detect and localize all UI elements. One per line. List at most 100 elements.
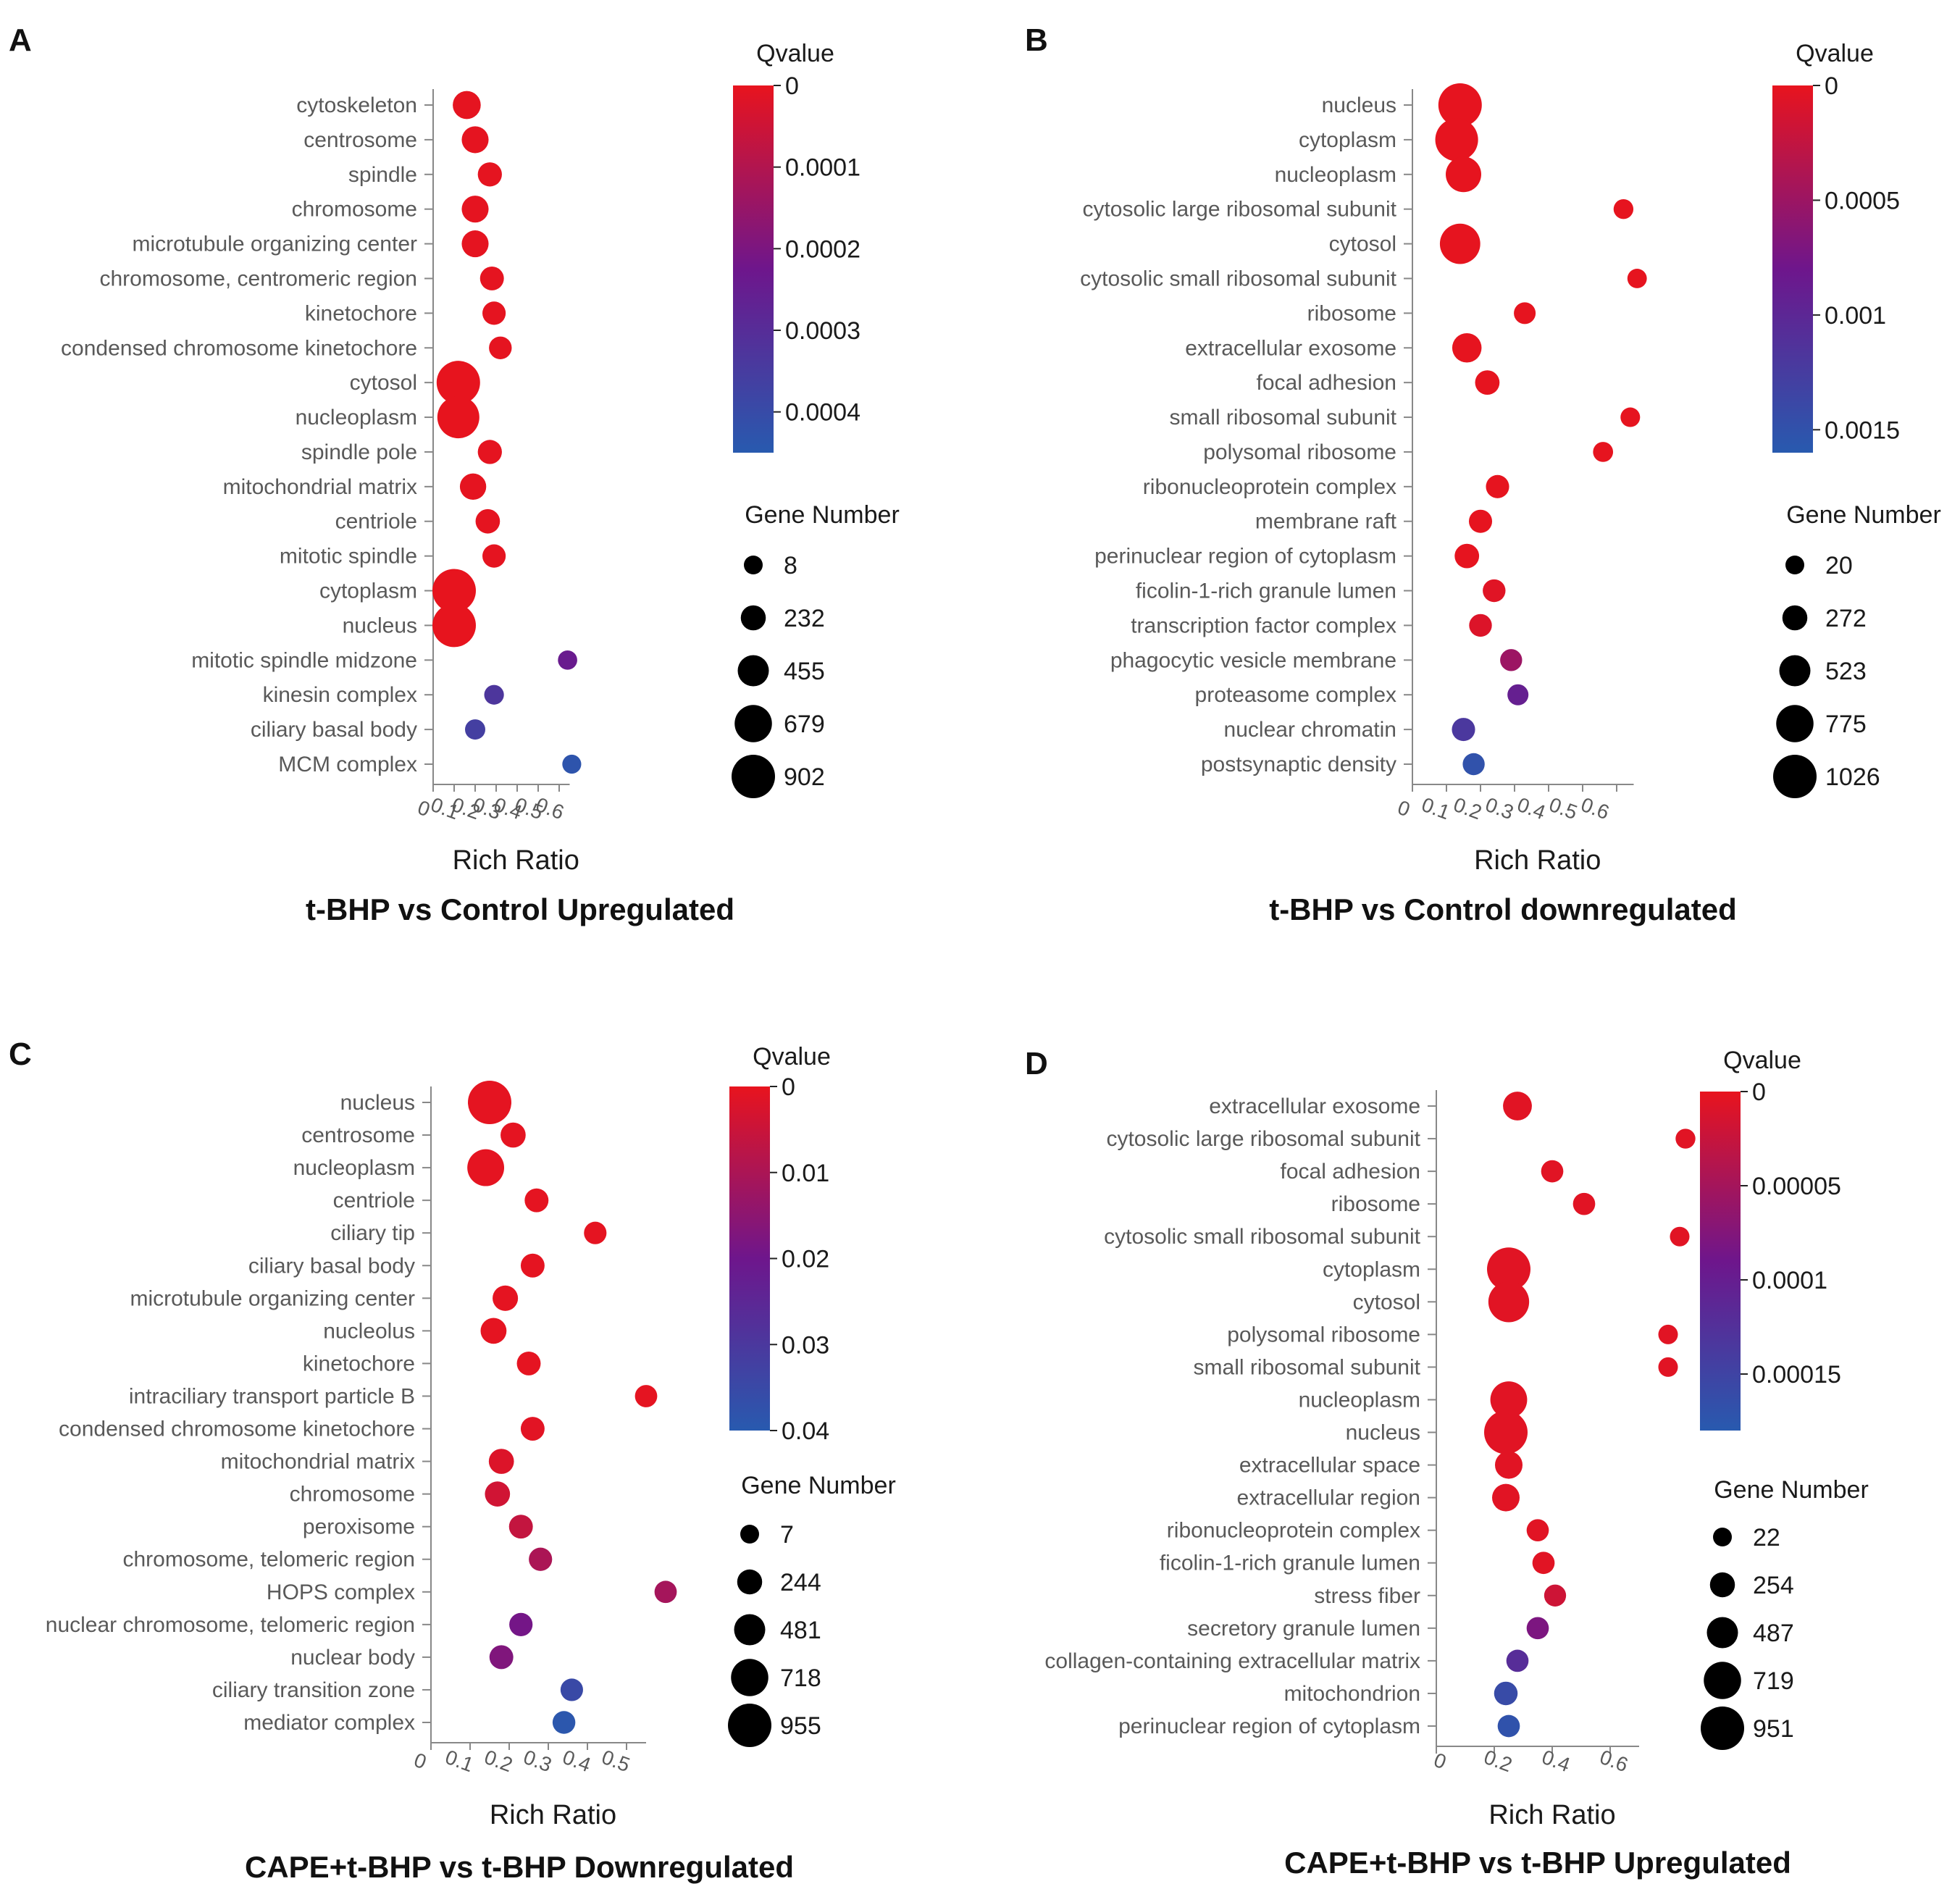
- size-legend-label: 775: [1825, 711, 1867, 738]
- data-point: [509, 1612, 533, 1636]
- data-point: [461, 230, 489, 258]
- data-point: [1544, 1584, 1567, 1607]
- panel-b: B0 0.10.20.30.40.50.6nucleuscytoplasmnucl…: [1025, 22, 1941, 926]
- size-legend-dot: [744, 556, 763, 574]
- data-point: [1494, 1451, 1523, 1479]
- category-label: mitotic spindle: [280, 545, 417, 569]
- data-point: [453, 91, 481, 120]
- qvalue-colorbar: [733, 85, 774, 453]
- category-label: cytosolic small ribosomal subunit: [1080, 267, 1396, 290]
- category-label: nucleoplasm: [296, 406, 417, 430]
- colorbar-tick-label: 0.03: [782, 1331, 829, 1359]
- data-point: [432, 603, 476, 648]
- data-point: [484, 684, 504, 705]
- colorbar-tick-label: 0.001: [1825, 302, 1886, 330]
- data-point: [493, 1285, 519, 1311]
- colorbar-tick-label: 0.0001: [785, 154, 860, 182]
- data-point: [489, 1645, 514, 1670]
- x-tick-label: 0.3: [521, 1746, 555, 1776]
- size-legend-label: 254: [1753, 1572, 1794, 1599]
- data-point: [1593, 442, 1614, 462]
- category-label: cytosol: [350, 371, 417, 395]
- size-legend-dot: [728, 1704, 771, 1747]
- data-point: [482, 301, 506, 325]
- data-point: [1488, 1281, 1530, 1323]
- category-label: phagocytic vesicle membrane: [1110, 648, 1396, 672]
- size-legend-dot: [1704, 1662, 1741, 1699]
- size-legend-dot: [737, 1569, 763, 1595]
- size-legend-label: 951: [1753, 1715, 1794, 1743]
- category-label: condensed chromosome kinetochore: [59, 1417, 415, 1441]
- category-label: small ribosomal subunit: [1194, 1355, 1421, 1379]
- data-point: [1452, 332, 1482, 363]
- category-label: nucleus: [343, 614, 417, 637]
- data-point: [1439, 223, 1481, 264]
- data-point: [1526, 1519, 1549, 1542]
- data-point: [1620, 407, 1641, 427]
- data-point: [558, 650, 577, 670]
- data-point: [1468, 509, 1493, 533]
- data-point: [477, 162, 502, 187]
- category-label: cytoplasm: [1299, 128, 1396, 152]
- data-point: [437, 396, 479, 439]
- category-label: MCM complex: [278, 753, 417, 776]
- x-tick-label: 0: [1431, 1749, 1449, 1773]
- category-label: cytosolic large ribosomal subunit: [1106, 1127, 1420, 1151]
- panel-title: CAPE+t-BHP vs t-BHP Downregulated: [245, 1850, 794, 1884]
- panel-a: A00.10.20.30.40.50.6cytoskeletoncentroso…: [9, 22, 900, 926]
- size-legend-dot: [1773, 755, 1817, 798]
- data-point: [1526, 1617, 1549, 1640]
- data-point: [479, 267, 504, 290]
- data-point: [1438, 83, 1482, 127]
- data-point: [1454, 543, 1480, 569]
- colorbar-tick-label: 0: [1825, 72, 1838, 100]
- panel-d: D 0 0.2 0.4 0.6 extracellular exosome cytosoli…: [1025, 1046, 1869, 1880]
- qvalue-legend-title: Qvalue: [753, 1043, 831, 1071]
- category-label: cytoplasm: [319, 579, 417, 603]
- category-label: focal adhesion: [1257, 371, 1396, 395]
- category-label: membrane raft: [1255, 510, 1397, 534]
- category-label: extracellular region: [1237, 1486, 1420, 1510]
- panel-letter: B: [1025, 22, 1048, 58]
- size-legend-dot: [740, 1525, 759, 1544]
- category-label: kinetochore: [303, 1352, 415, 1375]
- category-label: nucleus: [1322, 93, 1396, 117]
- category-label: nucleolus: [323, 1319, 415, 1343]
- data-point: [562, 754, 582, 774]
- data-point: [1497, 1714, 1520, 1738]
- colorbar-tick-label: 0.0001: [1752, 1267, 1827, 1294]
- panel-c: C 0 0.1 0.2 0.3 0.4 0.5 nucleus centrosome nucleo…: [9, 1037, 896, 1884]
- data-point: [635, 1385, 658, 1407]
- size-legend-label: 244: [780, 1569, 821, 1596]
- data-point: [1627, 269, 1647, 288]
- data-point: [485, 1481, 511, 1507]
- category-label: intraciliary transport particle B: [129, 1384, 415, 1408]
- data-point: [489, 336, 512, 359]
- category-label: small ribosomal subunit: [1170, 406, 1397, 430]
- colorbar-tick-label: 0.04: [782, 1417, 829, 1445]
- panel-letter: D: [1025, 1046, 1048, 1081]
- colorbar-tick-label: 0.00015: [1752, 1361, 1841, 1389]
- data-point: [1462, 753, 1485, 776]
- panel-title: t-BHP vs Control Upregulated: [306, 892, 734, 926]
- data-point: [560, 1678, 583, 1701]
- category-label: ficolin-1-rich granule lumen: [1136, 579, 1396, 603]
- category-label: ciliary transition zone: [212, 1678, 415, 1702]
- data-point: [1500, 649, 1523, 671]
- category-label: ribonucleoprotein complex: [1143, 475, 1396, 499]
- colorbar-tick-label: 0.0015: [1825, 416, 1900, 444]
- qvalue-colorbar: [1772, 85, 1813, 453]
- data-point: [1572, 1192, 1596, 1215]
- data-point: [480, 1318, 507, 1344]
- category-label: perinuclear region of cytoplasm: [1118, 1714, 1420, 1738]
- size-legend-dot: [1709, 1572, 1735, 1598]
- size-legend-label: 487: [1753, 1620, 1794, 1647]
- colorbar-tick-label: 0.0002: [785, 235, 860, 263]
- category-label: focal adhesion: [1281, 1160, 1420, 1184]
- qvalue-legend-title: Qvalue: [1723, 1047, 1801, 1074]
- x-tick-label: 0.6: [1578, 793, 1612, 824]
- category-label: nucleus: [340, 1091, 415, 1115]
- category-label: nucleus: [1346, 1421, 1420, 1445]
- data-point: [1475, 370, 1500, 395]
- data-point: [467, 1149, 505, 1186]
